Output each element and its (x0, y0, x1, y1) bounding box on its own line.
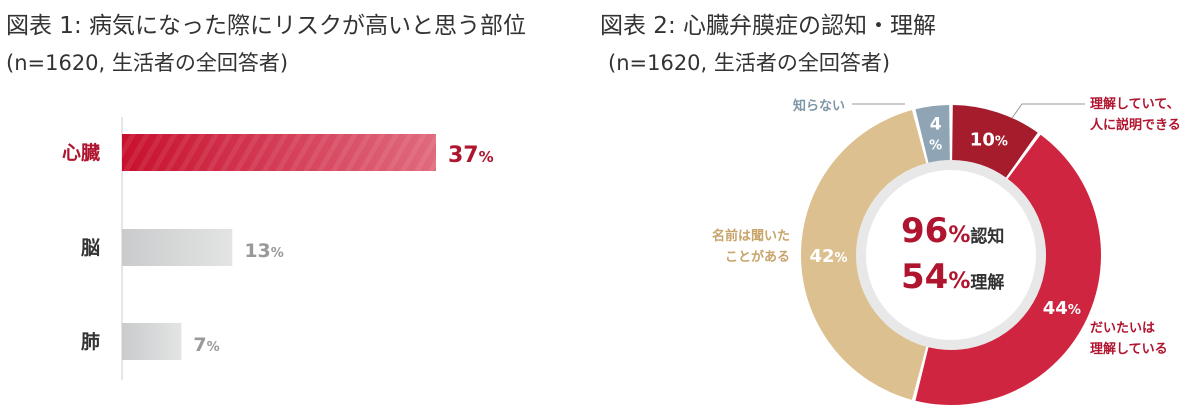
chart1-subtitle: (n=1620, 生活者の全回答者) (6, 51, 289, 75)
leader-line (1011, 103, 1085, 119)
data-label-unit: % (479, 148, 494, 166)
center-label: 理解 (970, 272, 1004, 293)
center-value: 54%理解 (901, 257, 1004, 297)
bar-stripes (122, 134, 436, 171)
category-label: 脳 (80, 237, 100, 259)
center-value-unit: % (948, 269, 970, 294)
slice-label: 名前は聞いた (712, 228, 790, 244)
donut-slice-1 (915, 134, 1101, 405)
slice-label: 人に説明できる (1090, 117, 1181, 133)
donut-slice-2 (801, 110, 927, 400)
slice-label: 理解している (1090, 341, 1168, 357)
donut-center (866, 170, 1036, 340)
slice-value-unit: % (1068, 303, 1081, 318)
slice-label: ことがある (725, 249, 790, 265)
center-value-unit: % (948, 223, 970, 248)
slice-value-unit: % (995, 134, 1008, 149)
data-label-unit: % (271, 246, 284, 261)
category-label: 肺 (81, 331, 100, 353)
data-label-unit: % (207, 340, 220, 355)
data-label: 13% (244, 240, 283, 262)
bar-1 (122, 229, 233, 266)
slice-value: 10% (970, 129, 1008, 150)
data-label: 7% (193, 334, 219, 356)
chart1-title: 図表 1: 病気になった際にリスクが高いと思う部位 (6, 13, 527, 39)
slice-label: 知らない (793, 98, 845, 114)
category-label: 心臓 (62, 142, 100, 164)
slice-label: 理解していて、 (1090, 96, 1180, 112)
slice-value: 44% (1043, 298, 1081, 319)
slice-label: だいたいは (1090, 321, 1155, 336)
donut-slice-0 (952, 105, 1038, 178)
slice-value: 4 (930, 114, 942, 134)
chart2-subtitle: (n=1620, 生活者の全回答者) (608, 51, 891, 75)
bar-2 (122, 323, 182, 360)
slice-value-unit: % (835, 251, 848, 266)
donut-slice-3 (915, 105, 950, 163)
center-label: 認知 (970, 226, 1004, 247)
chart2-title: 図表 2: 心臓弁膜症の認知・理解 (600, 13, 937, 39)
slice-value: 42% (809, 246, 847, 267)
slice-value-unit: % (929, 138, 942, 153)
center-value: 96%認知 (901, 211, 1004, 251)
data-label: 37% (448, 143, 494, 168)
